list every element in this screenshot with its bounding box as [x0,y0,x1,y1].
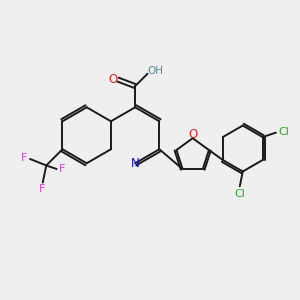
Text: O: O [189,128,198,141]
Text: Cl: Cl [234,189,245,199]
Text: F: F [59,164,66,174]
Text: F: F [39,184,45,194]
Text: O: O [108,73,117,86]
Text: N: N [131,157,140,170]
Text: OH: OH [148,66,164,76]
Text: Cl: Cl [278,127,289,137]
Text: F: F [21,153,27,164]
